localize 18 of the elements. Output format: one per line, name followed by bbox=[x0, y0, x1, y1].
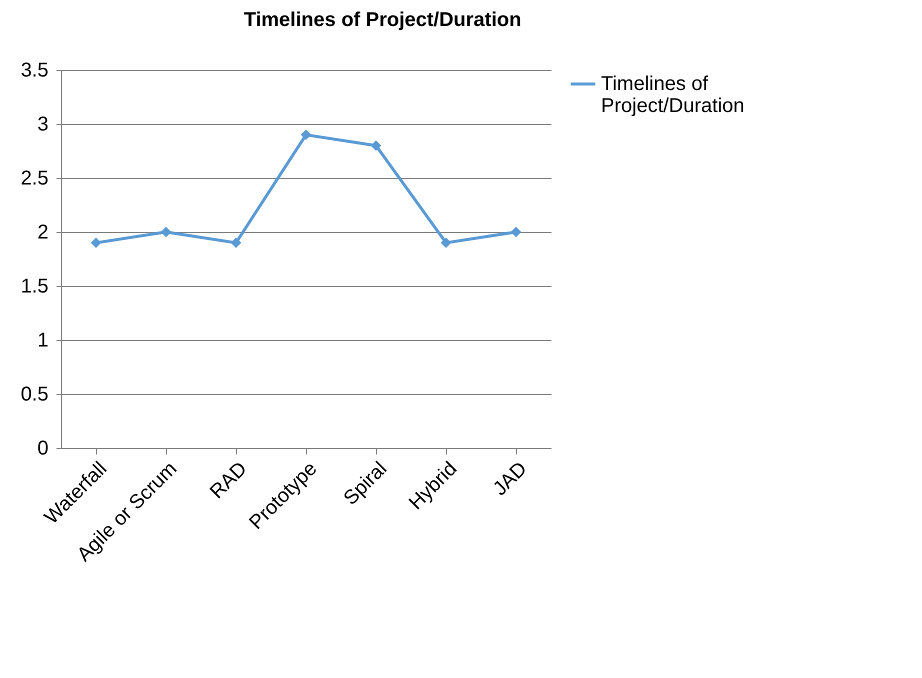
point bbox=[440, 238, 452, 248]
y-tick-label: 1 bbox=[37, 330, 48, 352]
point bbox=[160, 226, 172, 238]
legend-label: Timelines of Project/Duration bbox=[601, 73, 744, 117]
y-tick-label: 2 bbox=[37, 222, 48, 244]
y-tick-label: 1.5 bbox=[20, 276, 48, 298]
y-tick-label: 3.5 bbox=[20, 60, 48, 82]
y-tick-label: 2.5 bbox=[20, 168, 48, 190]
y-tick-label: 0.5 bbox=[20, 384, 48, 406]
point bbox=[230, 238, 242, 248]
point bbox=[510, 226, 522, 238]
point bbox=[90, 238, 102, 248]
chart-title: Timelines of Project/Duration bbox=[244, 9, 522, 31]
point bbox=[370, 140, 382, 151]
y-tick-label: 3 bbox=[37, 114, 48, 136]
point bbox=[300, 130, 312, 140]
y-tick-label: 0 bbox=[37, 438, 48, 460]
x-tick-label: JAD bbox=[489, 458, 532, 500]
